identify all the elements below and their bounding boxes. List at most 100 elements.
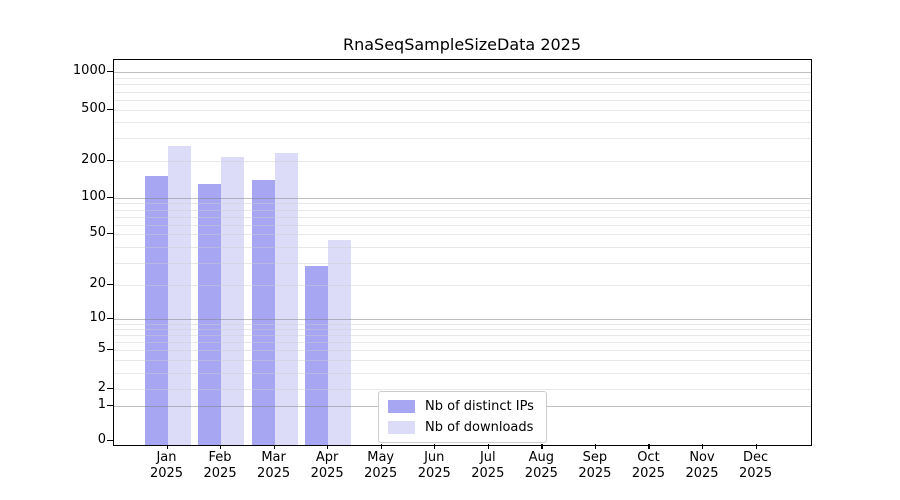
y-gridline-minor [114,216,811,218]
y-gridline-minor [114,350,811,351]
y-gridline-minor [114,203,811,205]
y-tick-label: 10 [89,310,106,325]
y-gridline-minor [114,91,811,93]
plot-area: Nb of distinct IPs Nb of downloads [113,59,812,446]
x-tick-mark [166,444,168,449]
x-tick-year: 2025 [417,466,451,481]
y-tick-label: 100 [81,189,106,204]
y-tick-label: 200 [81,152,106,167]
bar-distinct-ips [144,176,168,445]
x-tick-mark [273,444,275,449]
y-tick-mark [107,109,113,111]
legend-item-downloads: Nb of downloads [388,420,534,435]
bar-downloads [167,146,191,445]
y-tick-label: 50 [89,225,106,240]
y-gridline-minor [114,84,811,86]
y-gridline-minor [114,161,811,162]
bars-layer [114,60,811,445]
bar-downloads [274,153,298,445]
x-tick-year: 2025 [257,466,291,481]
y-tick-mark [107,197,113,199]
y-tick-mark [107,405,113,407]
y-gridline-minor [114,372,811,374]
x-tick-mark [702,444,704,449]
x-tick-label: Apr 2025 [295,450,359,482]
x-tick-year: 2025 [685,466,719,481]
y-gridline-minor [114,360,811,362]
y-gridline-major [114,72,811,73]
y-tick-mark [107,388,113,390]
y-gridline-minor [114,224,811,226]
y-tick-label: 500 [81,101,106,116]
y-gridline-minor [114,77,811,79]
y-tick-mark [107,233,113,235]
x-tick-label: Mar 2025 [242,450,306,482]
legend-swatch-downloads [388,421,415,434]
x-tick-label: Oct 2025 [616,450,680,482]
y-gridline-minor [114,329,811,331]
y-tick-mark [107,160,113,162]
y-gridline-minor [114,234,811,235]
bar-downloads [328,239,352,445]
x-tick-mark [648,444,650,449]
y-gridline-minor [114,389,811,390]
bar-distinct-ips [251,180,275,445]
y-gridline-minor [114,335,811,337]
x-tick-label: Aug 2025 [509,450,573,482]
y-gridline-minor [114,285,811,286]
x-tick-label: Nov 2025 [670,450,734,482]
x-tick-label: Jan 2025 [135,450,199,482]
y-gridline-minor [114,246,811,248]
x-tick-label: Dec 2025 [724,450,788,482]
y-tick-label: 0 [97,432,106,447]
y-tick-label: 2 [97,380,106,395]
y-gridline-minor [114,323,811,325]
legend-label-downloads: Nb of downloads [425,420,534,435]
y-gridline-minor [114,262,811,264]
y-gridline-major [114,198,811,199]
x-tick-label: May 2025 [349,450,413,482]
x-tick-year: 2025 [310,466,344,481]
bar-distinct-ips [305,266,329,445]
x-tick-year: 2025 [524,466,558,481]
chart-title: RnaSeqSampleSizeData 2025 [342,35,582,54]
x-tick-label: Sep 2025 [563,450,627,482]
x-tick-year: 2025 [631,466,665,481]
bar-downloads [221,156,245,445]
x-tick-mark [220,444,222,449]
x-tick-year: 2025 [471,466,505,481]
bar-distinct-ips [198,184,222,445]
x-tick-mark [755,444,757,449]
y-gridline-minor [114,122,811,124]
x-tick-mark [380,444,382,449]
y-gridline-minor [114,209,811,211]
grid-layer [114,60,811,445]
y-tick-mark [107,71,113,73]
y-gridline-minor [114,138,811,140]
x-tick-mark [487,444,489,449]
y-gridline-minor [114,110,811,111]
legend: Nb of distinct IPs Nb of downloads [378,391,547,443]
legend-swatch-distinct-ips [388,400,415,413]
x-tick-mark [594,444,597,449]
y-tick-label: 20 [89,276,106,291]
x-tick-label: Jun 2025 [402,450,466,482]
y-tick-label: 1000 [72,63,106,78]
x-tick-year: 2025 [578,466,612,481]
y-gridline-major [114,319,811,320]
x-tick-year: 2025 [203,466,237,481]
x-tick-year: 2025 [364,466,398,481]
x-tick-mark [327,444,329,449]
y-tick-mark [107,440,113,442]
y-tick-mark [107,318,113,320]
y-tick-label: 1 [97,397,106,412]
legend-item-distinct-ips: Nb of distinct IPs [388,399,534,414]
x-tick-label: Jul 2025 [456,450,520,482]
x-tick-mark [434,444,436,449]
x-tick-label: Feb 2025 [188,450,252,482]
x-tick-year: 2025 [149,466,184,481]
x-tick-mark [541,444,543,449]
y-gridline-minor [114,100,811,101]
legend-label-distinct-ips: Nb of distinct IPs [425,399,534,414]
